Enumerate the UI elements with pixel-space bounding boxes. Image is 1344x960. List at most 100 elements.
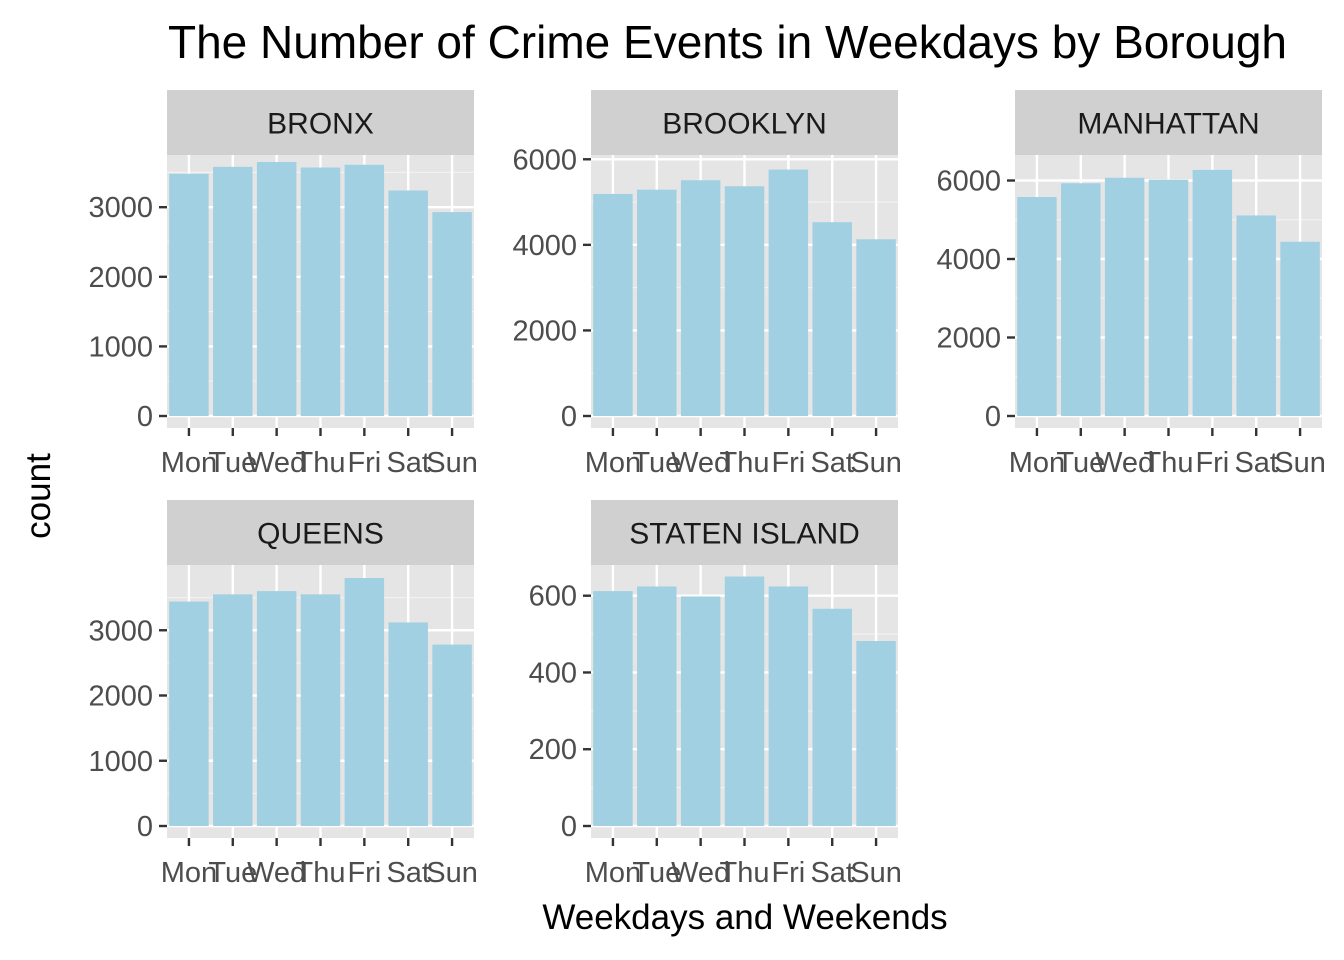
x-tick-label: Mon bbox=[1009, 447, 1065, 479]
bar-tue bbox=[637, 189, 677, 416]
bar-fri bbox=[768, 169, 809, 416]
chart-title: The Number of Crime Events in Weekdays b… bbox=[168, 16, 1287, 68]
y-tick-label: 0 bbox=[561, 401, 577, 433]
bar-mon bbox=[169, 173, 209, 416]
x-tick-label: Sun bbox=[850, 447, 902, 479]
y-tick-label: 200 bbox=[529, 734, 577, 766]
bar-fri bbox=[344, 164, 385, 416]
y-tick-label: 0 bbox=[137, 811, 153, 843]
x-tick-label: Sat bbox=[386, 447, 430, 479]
facet-strip-label: BROOKLYN bbox=[662, 108, 827, 141]
x-tick-label: Tue bbox=[208, 857, 257, 889]
bar-fri bbox=[768, 586, 809, 826]
bar-tue bbox=[1061, 183, 1101, 416]
x-tick-label: Thu bbox=[720, 857, 770, 889]
bar-mon bbox=[593, 591, 633, 826]
bar-mon bbox=[593, 193, 633, 416]
y-tick-label: 0 bbox=[137, 401, 153, 433]
y-tick-label: 6000 bbox=[936, 166, 1001, 198]
bar-thu bbox=[724, 576, 765, 826]
x-tick-label: Tue bbox=[1056, 447, 1105, 479]
bar-sat bbox=[812, 222, 852, 416]
bar-sat bbox=[1236, 215, 1276, 416]
x-tick-label: Tue bbox=[208, 447, 257, 479]
bar-mon bbox=[169, 601, 209, 826]
facet-strip bbox=[167, 90, 474, 155]
x-tick-label: Tue bbox=[632, 857, 681, 889]
x-tick-label: Wed bbox=[1095, 447, 1154, 479]
bar-thu bbox=[1148, 179, 1189, 416]
x-tick-label: Fri bbox=[347, 447, 381, 479]
x-tick-label: Mon bbox=[161, 857, 217, 889]
bar-sun bbox=[856, 239, 896, 416]
facet-strip bbox=[1015, 90, 1322, 155]
bar-thu bbox=[724, 186, 765, 416]
y-tick-label: 3000 bbox=[88, 615, 153, 647]
y-tick-label: 4000 bbox=[512, 230, 577, 262]
y-tick-label: 4000 bbox=[936, 244, 1001, 276]
bar-fri bbox=[344, 578, 385, 826]
bar-thu bbox=[300, 594, 341, 826]
x-tick-label: Thu bbox=[1144, 447, 1194, 479]
x-tick-label: Thu bbox=[296, 857, 346, 889]
x-tick-label: Sat bbox=[1234, 447, 1278, 479]
x-tick-label: Sat bbox=[810, 447, 854, 479]
bar-wed bbox=[680, 180, 721, 416]
facet-strip bbox=[167, 500, 474, 565]
x-tick-label: Wed bbox=[671, 857, 730, 889]
bar-sat bbox=[388, 190, 428, 416]
x-tick-label: Thu bbox=[296, 447, 346, 479]
x-tick-label: Fri bbox=[771, 447, 805, 479]
facet-strip bbox=[591, 90, 898, 155]
y-tick-label: 600 bbox=[529, 581, 577, 613]
facet-strip-label: STATEN ISLAND bbox=[629, 518, 860, 551]
bar-sun bbox=[432, 212, 472, 416]
x-tick-label: Mon bbox=[161, 447, 217, 479]
bar-fri bbox=[1192, 169, 1233, 416]
x-tick-label: Fri bbox=[771, 857, 805, 889]
x-tick-label: Sun bbox=[426, 857, 478, 889]
x-tick-label: Wed bbox=[247, 857, 306, 889]
x-tick-label: Thu bbox=[720, 447, 770, 479]
bar-sun bbox=[1280, 241, 1320, 416]
bar-mon bbox=[1017, 196, 1057, 416]
x-tick-label: Fri bbox=[347, 857, 381, 889]
bar-tue bbox=[213, 594, 253, 826]
y-tick-label: 2000 bbox=[512, 315, 577, 347]
x-tick-label: Mon bbox=[585, 857, 641, 889]
bar-sun bbox=[432, 644, 472, 826]
y-tick-label: 0 bbox=[985, 401, 1001, 433]
x-tick-label: Sat bbox=[386, 857, 430, 889]
y-tick-label: 2000 bbox=[88, 262, 153, 294]
y-tick-label: 0 bbox=[561, 811, 577, 843]
y-tick-label: 2000 bbox=[88, 681, 153, 713]
bar-sat bbox=[388, 622, 428, 826]
y-tick-label: 1000 bbox=[88, 746, 153, 778]
bar-wed bbox=[256, 161, 297, 416]
facet-strip bbox=[591, 500, 898, 565]
facet-strip-label: MANHATTAN bbox=[1077, 108, 1259, 141]
bar-tue bbox=[213, 166, 253, 416]
y-tick-label: 400 bbox=[529, 657, 577, 689]
facet-strip-label: QUEENS bbox=[257, 518, 384, 551]
y-tick-label: 3000 bbox=[88, 192, 153, 224]
y-axis-title: count bbox=[19, 453, 58, 539]
y-tick-label: 1000 bbox=[88, 331, 153, 363]
y-tick-label: 6000 bbox=[512, 144, 577, 176]
x-axis-title: Weekdays and Weekends bbox=[542, 898, 947, 937]
y-tick-label: 2000 bbox=[936, 323, 1001, 355]
x-tick-label: Tue bbox=[632, 447, 681, 479]
facet-strip-label: BRONX bbox=[267, 108, 374, 141]
x-tick-label: Wed bbox=[671, 447, 730, 479]
bar-wed bbox=[1104, 177, 1145, 416]
x-tick-label: Sun bbox=[426, 447, 478, 479]
x-tick-label: Fri bbox=[1195, 447, 1229, 479]
bar-tue bbox=[637, 586, 677, 826]
bar-thu bbox=[300, 167, 341, 416]
